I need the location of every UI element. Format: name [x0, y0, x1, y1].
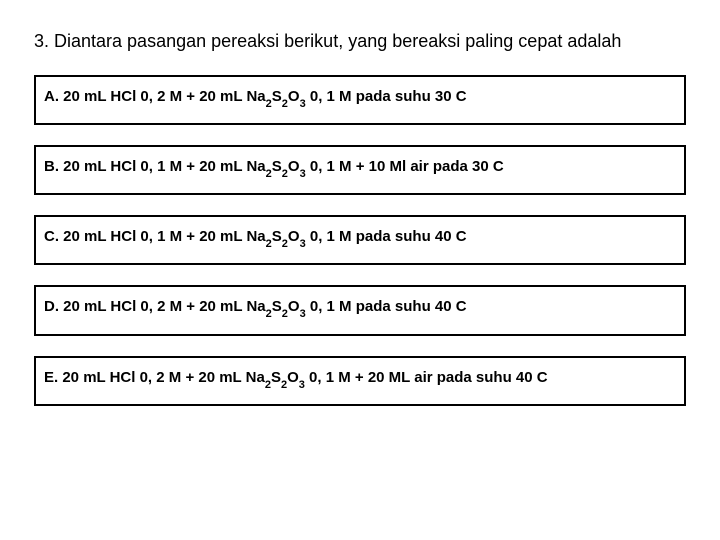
chem-sub-3: 3	[300, 168, 306, 180]
chem-o: O	[288, 298, 300, 315]
chem-o: O	[288, 158, 300, 175]
chem-o: O	[287, 369, 299, 386]
option-c-pre: C. 20 mL HCl 0, 1 M + 20 mL	[44, 228, 246, 245]
option-d[interactable]: D. 20 mL HCl 0, 2 M + 20 mL Na2S2O3 0, 1…	[34, 285, 686, 335]
chem-sub-3: 3	[300, 98, 306, 110]
chem-s: S	[272, 228, 282, 245]
option-b-post: 0, 1 M + 10 Ml air pada 30 C	[306, 158, 504, 175]
option-d-pre: D. 20 mL HCl 0, 2 M + 20 mL	[44, 298, 246, 315]
chem-na: Na	[246, 369, 265, 386]
chem-sub-2a: 2	[266, 98, 272, 110]
chem-s: S	[272, 158, 282, 175]
chem-sub-2a: 2	[266, 308, 272, 320]
option-e-pre: E. 20 mL HCl 0, 2 M + 20 mL	[44, 369, 246, 386]
chem-na: Na	[246, 298, 265, 315]
chem-sub-2a: 2	[265, 379, 271, 391]
option-e[interactable]: E. 20 mL HCl 0, 2 M + 20 mL Na2S2O3 0, 1…	[34, 356, 686, 406]
option-b-pre: B. 20 mL HCl 0, 1 M + 20 mL	[44, 158, 246, 175]
chem-sub-2b: 2	[282, 168, 288, 180]
option-a[interactable]: A. 20 mL HCl 0, 2 M + 20 mL Na2S2O3 0, 1…	[34, 75, 686, 125]
options-list: A. 20 mL HCl 0, 2 M + 20 mL Na2S2O3 0, 1…	[34, 75, 686, 406]
chem-sub-3: 3	[300, 308, 306, 320]
option-a-post: 0, 1 M pada suhu 30 C	[306, 88, 467, 105]
chem-s: S	[272, 88, 282, 105]
chem-sub-3: 3	[299, 379, 305, 391]
chem-s: S	[272, 298, 282, 315]
chem-sub-2b: 2	[281, 379, 287, 391]
option-c[interactable]: C. 20 mL HCl 0, 1 M + 20 mL Na2S2O3 0, 1…	[34, 215, 686, 265]
chem-na: Na	[246, 158, 265, 175]
chem-na: Na	[246, 228, 265, 245]
chem-sub-2b: 2	[282, 308, 288, 320]
chem-sub-2b: 2	[282, 238, 288, 250]
option-c-post: 0, 1 M pada suhu 40 C	[306, 228, 467, 245]
chem-o: O	[288, 228, 300, 245]
option-a-pre: A. 20 mL HCl 0, 2 M + 20 mL	[44, 88, 246, 105]
option-e-post: 0, 1 M + 20 ML air pada suhu 40 C	[305, 369, 548, 386]
chem-sub-3: 3	[300, 238, 306, 250]
option-d-post: 0, 1 M pada suhu 40 C	[306, 298, 467, 315]
chem-o: O	[288, 88, 300, 105]
question-text: 3. Diantara pasangan pereaksi berikut, y…	[34, 30, 686, 53]
option-b[interactable]: B. 20 mL HCl 0, 1 M + 20 mL Na2S2O3 0, 1…	[34, 145, 686, 195]
chem-sub-2a: 2	[266, 168, 272, 180]
chem-sub-2a: 2	[266, 238, 272, 250]
chem-sub-2b: 2	[282, 98, 288, 110]
chem-s: S	[271, 369, 281, 386]
chem-na: Na	[246, 88, 265, 105]
